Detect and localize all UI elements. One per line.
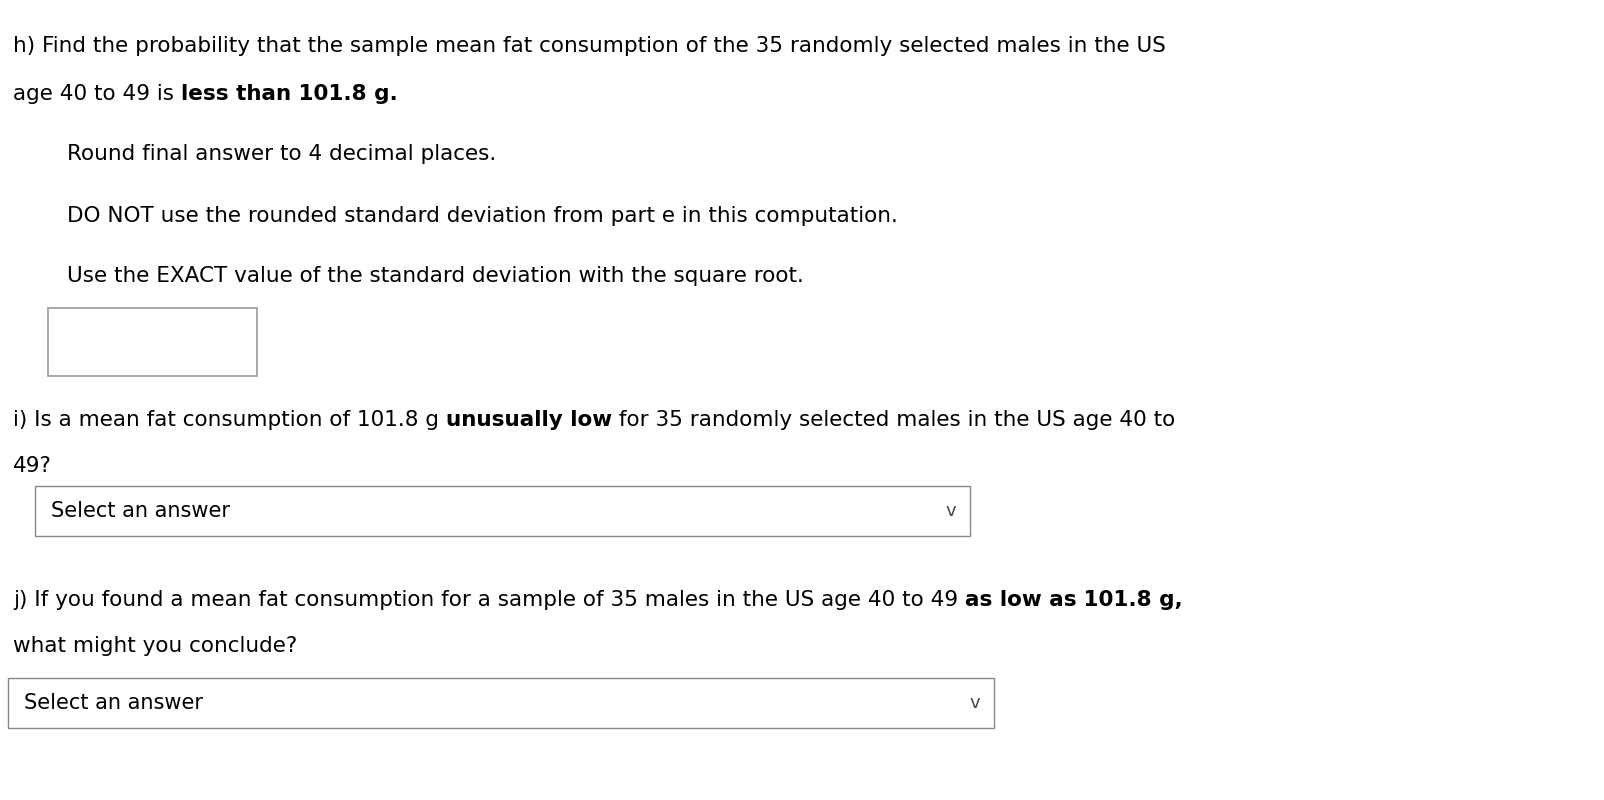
Text: Round final answer to 4 decimal places.: Round final answer to 4 decimal places. — [67, 144, 497, 164]
Text: what might you conclude?: what might you conclude? — [13, 636, 297, 656]
Text: 49?: 49? — [13, 456, 51, 476]
Text: for 35 randomly selected males in the US age 40 to: for 35 randomly selected males in the US… — [611, 410, 1176, 430]
Text: Select an answer: Select an answer — [51, 501, 231, 522]
FancyBboxPatch shape — [48, 308, 257, 376]
Text: unusually low: unusually low — [446, 410, 611, 430]
Text: v: v — [946, 502, 956, 520]
Text: 101.8 g,: 101.8 g, — [1076, 590, 1184, 610]
Text: h) Find the probability that the sample mean fat consumption of the 35 randomly : h) Find the probability that the sample … — [13, 36, 1166, 56]
Text: i) Is a mean fat consumption of 101.8 g: i) Is a mean fat consumption of 101.8 g — [13, 410, 446, 430]
Text: less than: less than — [181, 84, 290, 104]
FancyBboxPatch shape — [8, 678, 994, 728]
Text: as low as: as low as — [966, 590, 1076, 610]
Text: 101.8 g.: 101.8 g. — [290, 84, 398, 104]
Text: v: v — [970, 694, 980, 712]
Text: age 40 to 49 is: age 40 to 49 is — [13, 84, 181, 104]
Text: Use the EXACT value of the standard deviation with the square root.: Use the EXACT value of the standard devi… — [67, 266, 804, 286]
Text: j) If you found a mean fat consumption for a sample of 35 males in the US age 40: j) If you found a mean fat consumption f… — [13, 590, 966, 610]
FancyBboxPatch shape — [35, 486, 970, 536]
Text: DO NOT use the rounded standard deviation from part e in this computation.: DO NOT use the rounded standard deviatio… — [67, 206, 898, 226]
Text: Select an answer: Select an answer — [24, 693, 204, 714]
